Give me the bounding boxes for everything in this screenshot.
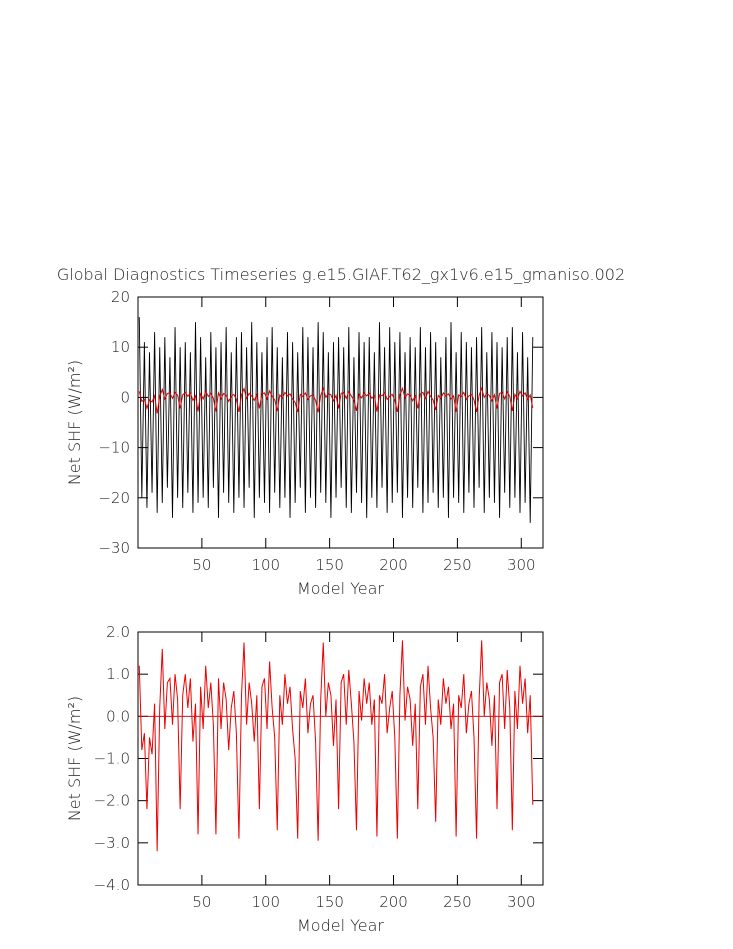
x-tick-label: 150 bbox=[315, 893, 344, 911]
x-tick-label: 250 bbox=[443, 556, 472, 574]
y-axis-label: Net SHF (W/m²) bbox=[65, 360, 84, 485]
y-tick-label: 10 bbox=[111, 338, 130, 356]
x-tick-label: 50 bbox=[192, 893, 211, 911]
y-tick-label: 2.0 bbox=[106, 623, 130, 641]
y-tick-label: 0.0 bbox=[106, 707, 130, 725]
x-tick-label: 200 bbox=[379, 556, 408, 574]
x-tick-label: 100 bbox=[251, 556, 280, 574]
y-tick-label: −4.0 bbox=[94, 876, 130, 894]
x-axis-label: Model Year bbox=[297, 579, 384, 598]
y-tick-label: 0 bbox=[120, 388, 130, 406]
x-tick-label: 300 bbox=[507, 556, 536, 574]
chart-title: Global Diagnostics Timeseries g.e15.GIAF… bbox=[57, 265, 625, 284]
x-tick-label: 300 bbox=[507, 893, 536, 911]
x-tick-label: 200 bbox=[379, 893, 408, 911]
x-axis-label: Model Year bbox=[297, 916, 384, 935]
x-tick-label: 150 bbox=[315, 556, 344, 574]
series-line bbox=[138, 640, 534, 852]
x-tick-label: 50 bbox=[192, 556, 211, 574]
x-tick-label: 100 bbox=[251, 893, 280, 911]
plot-frame bbox=[137, 631, 544, 886]
y-tick-label: −10 bbox=[98, 439, 130, 457]
y-axis-label: Net SHF (W/m²) bbox=[65, 696, 84, 821]
series-line bbox=[138, 386, 534, 414]
y-tick-label: 1.0 bbox=[106, 665, 130, 683]
plot-frame bbox=[137, 296, 544, 549]
series-line bbox=[138, 317, 534, 523]
x-tick-label: 250 bbox=[443, 893, 472, 911]
y-tick-label: −20 bbox=[98, 489, 130, 507]
y-tick-label: −1.0 bbox=[94, 750, 130, 768]
y-tick-label: 20 bbox=[111, 288, 130, 306]
y-tick-label: −2.0 bbox=[94, 792, 130, 810]
y-tick-label: −3.0 bbox=[94, 834, 130, 852]
y-tick-label: −30 bbox=[98, 539, 130, 557]
